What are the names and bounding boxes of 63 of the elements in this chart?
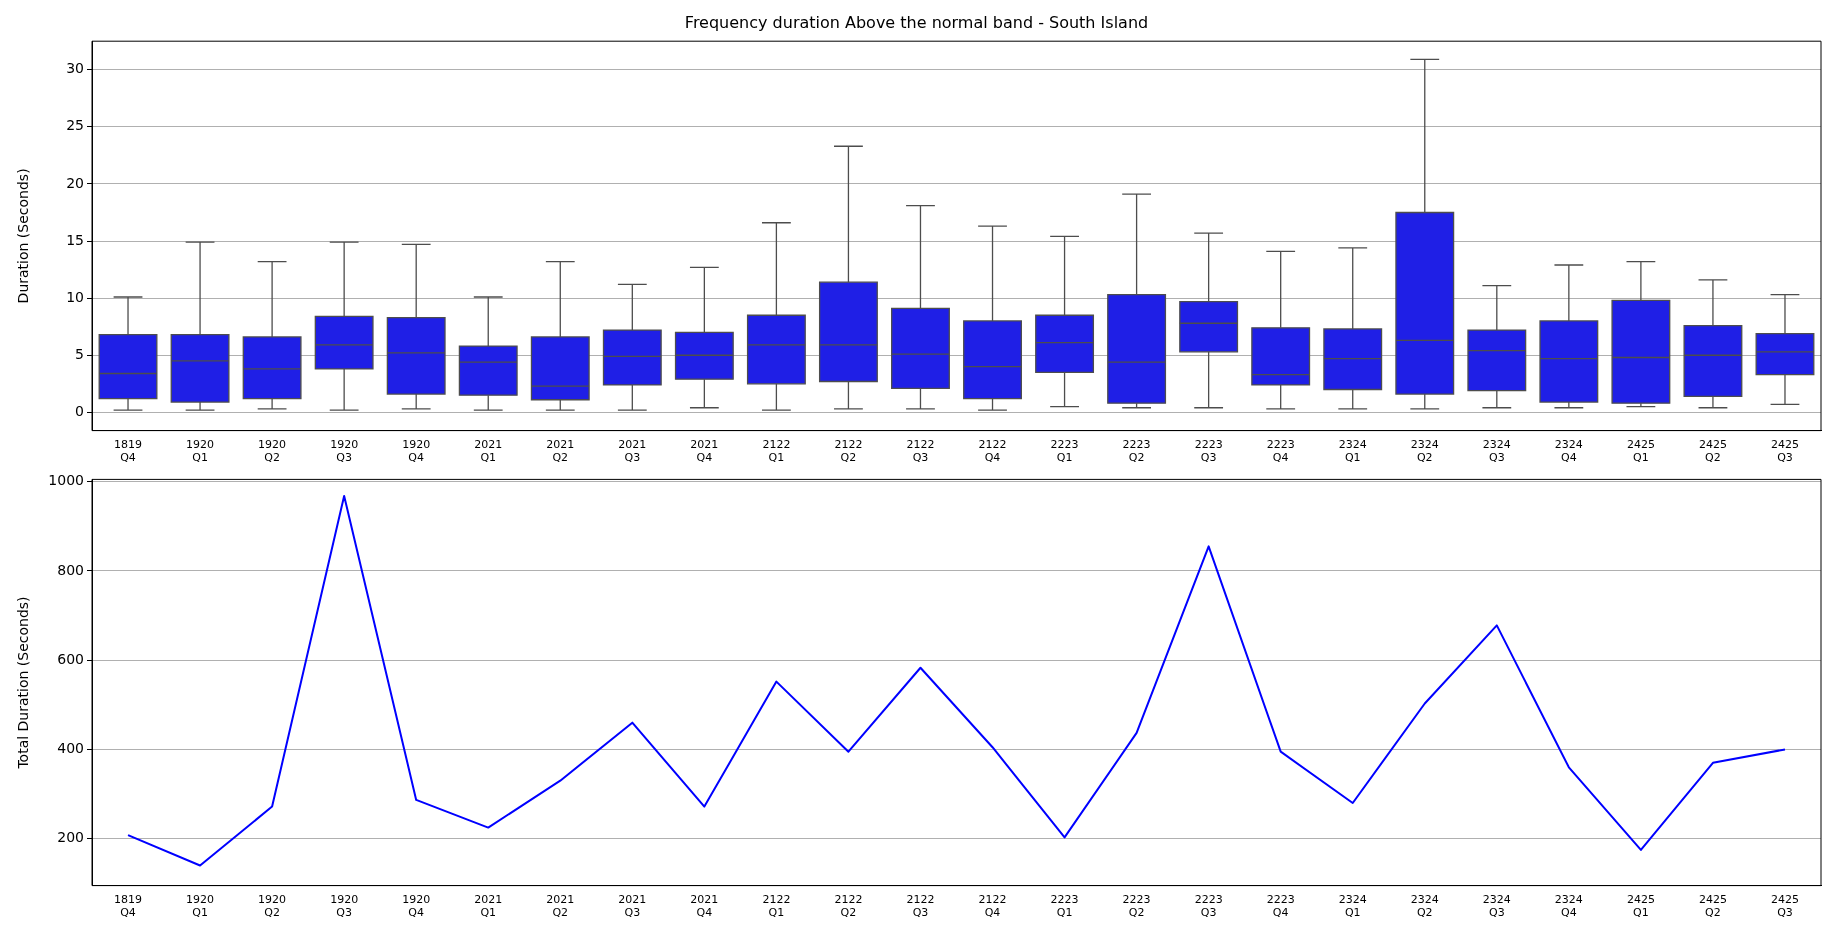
x-tick-label: 1920 Q4 <box>402 893 431 920</box>
x-tick-label: 2223 Q2 <box>1122 893 1151 920</box>
x-tick-label: 2223 Q3 <box>1194 438 1223 465</box>
x-tick-label: 2425 Q1 <box>1626 893 1655 920</box>
x-tick-label: 2122 Q2 <box>834 893 863 920</box>
x-tick-label: 2324 Q1 <box>1338 438 1367 465</box>
x-tick-label: 2324 Q2 <box>1410 893 1439 920</box>
x-tick-label: 2425 Q3 <box>1770 438 1799 465</box>
x-tick-label: 2223 Q4 <box>1266 893 1295 920</box>
y-tick-label: 30 <box>66 60 84 77</box>
x-tick-label: 1920 Q1 <box>186 438 215 465</box>
x-tick-label: 2021 Q1 <box>474 893 503 920</box>
x-tick-label: 2425 Q2 <box>1698 438 1727 465</box>
x-tick-label: 2021 Q4 <box>690 893 719 920</box>
y-axis-title: Total Duration (Seconds) <box>15 596 32 770</box>
y-tick-label: 400 <box>57 740 84 757</box>
chart-title: Frequency duration Above the normal band - South Island <box>684 12 1149 32</box>
x-tick-label: 2324 Q4 <box>1554 893 1583 920</box>
x-tick-label: 1819 Q4 <box>114 893 143 920</box>
x-tick-label: 2324 Q4 <box>1554 438 1583 465</box>
x-tick-label: 2122 Q4 <box>978 893 1007 920</box>
y-tick-label: 800 <box>57 561 84 578</box>
x-tick-label: 1819 Q4 <box>114 438 143 465</box>
x-tick-label: 1920 Q2 <box>258 893 287 920</box>
y-tick-label: 0 <box>75 402 84 419</box>
x-tick-label: 1920 Q3 <box>330 438 359 465</box>
x-tick-label: 2324 Q2 <box>1410 438 1439 465</box>
x-tick-label: 2122 Q3 <box>906 438 935 465</box>
x-tick-label: 2223 Q1 <box>1050 438 1079 465</box>
y-tick-label: 600 <box>57 650 84 667</box>
y-tick-label: 200 <box>57 829 84 846</box>
x-tick-label: 2425 Q1 <box>1626 438 1655 465</box>
y-axis-title: Duration (Seconds) <box>15 168 32 304</box>
x-tick-label: 2122 Q1 <box>762 893 791 920</box>
x-tick-label: 2122 Q1 <box>762 438 791 465</box>
x-tick-label: 2223 Q1 <box>1050 893 1079 920</box>
y-tick-label: 20 <box>66 174 84 191</box>
x-tick-label: 2021 Q1 <box>474 438 503 465</box>
y-tick-label: 25 <box>66 117 84 134</box>
x-tick-label: 2324 Q3 <box>1482 893 1511 920</box>
x-tick-label: 2122 Q3 <box>906 893 935 920</box>
y-tick-label: 10 <box>66 288 84 305</box>
x-tick-label: 2021 Q2 <box>546 893 575 920</box>
x-tick-label: 2223 Q2 <box>1122 438 1151 465</box>
x-tick-label: 2021 Q3 <box>618 438 647 465</box>
x-tick-label: 2122 Q4 <box>978 438 1007 465</box>
x-tick-label: 2324 Q3 <box>1482 438 1511 465</box>
x-tick-label: 2324 Q1 <box>1338 893 1367 920</box>
x-tick-label: 2122 Q2 <box>834 438 863 465</box>
x-tick-label: 1920 Q1 <box>186 893 215 920</box>
x-tick-label: 2021 Q3 <box>618 893 647 920</box>
x-tick-label: 2021 Q4 <box>690 438 719 465</box>
y-tick-label: 1000 <box>48 472 84 489</box>
x-tick-label: 2223 Q4 <box>1266 438 1295 465</box>
y-tick-label: 15 <box>66 231 84 248</box>
x-tick-label: 1920 Q2 <box>258 438 287 465</box>
x-tick-label: 1920 Q4 <box>402 438 431 465</box>
y-tick-label: 5 <box>75 345 84 362</box>
x-tick-label: 1920 Q3 <box>330 893 359 920</box>
x-tick-label: 2425 Q2 <box>1698 893 1727 920</box>
x-tick-label: 2223 Q3 <box>1194 893 1223 920</box>
x-tick-label: 2425 Q3 <box>1770 893 1799 920</box>
x-tick-label: 2021 Q2 <box>546 438 575 465</box>
